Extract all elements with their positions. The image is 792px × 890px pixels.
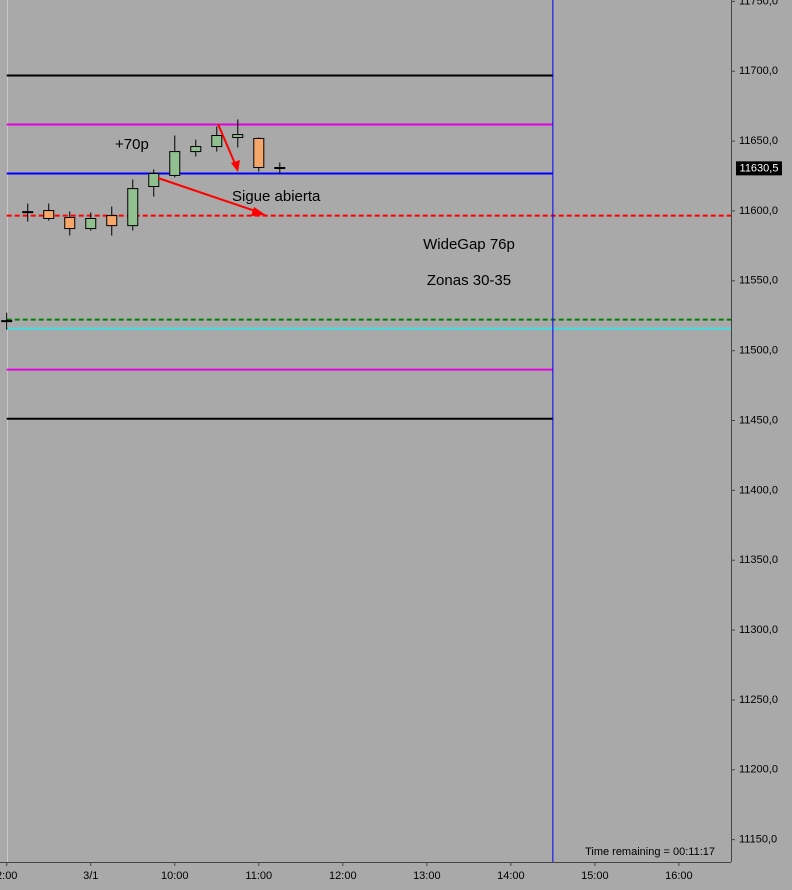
x-tick-label: 16:00 [665, 870, 693, 882]
candle-body [127, 188, 139, 227]
candle-body [190, 146, 202, 153]
x-tick-label: 14:00 [497, 870, 525, 882]
y-tick-label: 11300,0 [739, 624, 778, 636]
y-tick-label: 11600,0 [739, 205, 778, 217]
candle-body [22, 211, 34, 214]
marks [1, 0, 731, 862]
time-remaining: Time remaining = 00:11:17 [585, 846, 715, 858]
candle-body [148, 173, 160, 188]
arrow [217, 123, 237, 167]
price-tag-label: 11630,5 [740, 162, 779, 174]
candle-body [253, 137, 265, 169]
annotation: WideGap 76p [423, 236, 515, 253]
y-tick-label: 11150,0 [739, 834, 777, 846]
y-tick-label: 11700,0 [739, 65, 778, 77]
y-tick-label: 11200,0 [739, 764, 778, 776]
candle-body [211, 135, 223, 148]
candle-body [43, 210, 55, 220]
candle-body [64, 217, 76, 230]
y-tick-label: 11450,0 [739, 414, 778, 426]
plot-area [0, 0, 731, 862]
y-tick-label: 11350,0 [739, 554, 778, 566]
y-tick-label: 11650,0 [739, 135, 778, 147]
candle-body [232, 134, 244, 138]
y-tick-label: 11750,0 [739, 0, 778, 7]
x-tick-label: 10:00 [161, 870, 189, 882]
candle-body [106, 215, 118, 227]
annotation: Zonas 30-35 [427, 272, 511, 289]
candle-body [169, 151, 181, 176]
arrow [157, 177, 259, 213]
x-tick-label: 2:00 [0, 870, 17, 882]
x-tick-label: 15:00 [581, 870, 609, 882]
arrow-head [251, 207, 266, 216]
y-tick-label: 11400,0 [739, 484, 778, 496]
y-tick-label: 11550,0 [739, 275, 778, 287]
x-tick-label: 12:00 [329, 870, 357, 882]
price-tag-box [736, 161, 782, 176]
x-tick-label: 3/1 [83, 870, 98, 882]
y-tick-label: 11500,0 [739, 345, 778, 357]
x-tick-label: 13:00 [413, 870, 441, 882]
candle-body [1, 320, 13, 323]
x-tick-label: 11:00 [245, 870, 272, 882]
candle-body [274, 167, 286, 170]
y-tick-label: 11250,0 [739, 694, 778, 706]
annotation: Sigue abierta [232, 188, 321, 205]
candle-body [85, 218, 97, 230]
annotation: +70p [115, 136, 149, 153]
arrow-head [231, 160, 240, 172]
